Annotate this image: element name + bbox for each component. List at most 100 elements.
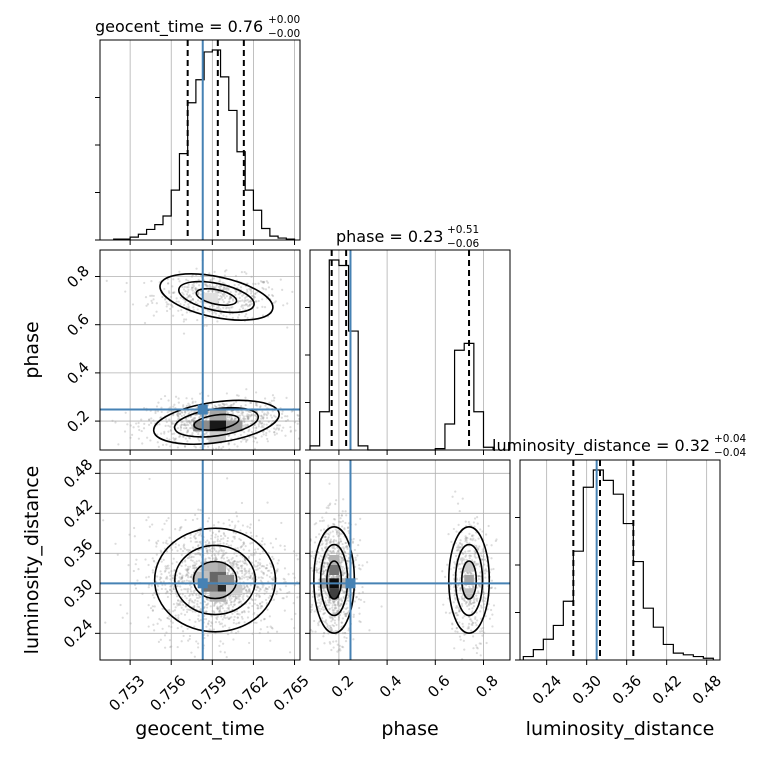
sample-point <box>327 575 330 578</box>
sample-point <box>215 607 219 610</box>
sample-point <box>344 554 347 558</box>
sample-point <box>461 544 464 547</box>
sample-point <box>327 632 330 635</box>
sample-point <box>243 573 246 577</box>
sample-point <box>185 311 188 314</box>
sample-point <box>239 529 242 532</box>
sample-point <box>280 429 283 432</box>
sample-point <box>205 610 208 613</box>
sample-point <box>222 531 225 535</box>
sample-point <box>336 611 339 614</box>
sample-point <box>359 568 362 571</box>
sample-point <box>165 443 168 446</box>
sample-point <box>329 616 332 619</box>
sample-point <box>238 577 242 580</box>
sample-point <box>183 536 186 540</box>
sample-point <box>235 562 238 565</box>
sample-point <box>324 555 327 558</box>
sample-point <box>455 614 458 617</box>
sample-point <box>196 552 200 555</box>
sample-point <box>161 607 164 610</box>
sample-point <box>328 599 331 602</box>
sample-point <box>328 598 331 601</box>
sample-point <box>313 523 316 526</box>
sample-point <box>213 548 216 551</box>
sample-point <box>180 577 184 580</box>
sample-point <box>281 410 284 413</box>
x-tick-label-luminosity-distance: 0.42 <box>649 672 685 708</box>
sample-point <box>210 615 213 618</box>
sample-point <box>325 543 328 546</box>
sample-point <box>236 597 239 600</box>
sample-point <box>179 526 182 529</box>
sample-point <box>342 595 345 599</box>
sample-point <box>212 305 215 308</box>
sample-point <box>189 575 192 579</box>
sample-point <box>233 284 236 287</box>
sample-point <box>273 431 276 434</box>
sample-point <box>204 541 207 544</box>
sample-point <box>175 602 178 605</box>
sample-point <box>464 538 467 541</box>
x-axis-label-geocent-time: geocent_time <box>135 718 264 740</box>
sample-point <box>168 454 170 456</box>
sample-point <box>193 564 197 567</box>
sample-point <box>465 601 468 604</box>
sample-point <box>231 572 235 575</box>
sample-point <box>244 423 247 426</box>
sample-point <box>189 295 193 299</box>
sample-point <box>230 410 233 413</box>
sample-point <box>240 304 244 307</box>
sample-point <box>358 620 361 623</box>
sample-point <box>215 601 218 604</box>
sample-point <box>180 588 183 591</box>
sample-point <box>257 423 260 426</box>
sample-point <box>306 608 308 610</box>
sample-point <box>179 429 182 432</box>
sample-point <box>213 553 216 556</box>
sample-point <box>322 570 325 573</box>
sample-point <box>234 293 237 296</box>
sample-point <box>330 648 333 652</box>
sample-point <box>217 551 220 554</box>
sample-point <box>191 610 194 613</box>
sample-point <box>326 552 329 555</box>
sample-point <box>275 427 279 430</box>
sample-point <box>255 426 258 429</box>
sample-point <box>215 616 218 619</box>
sample-point <box>199 414 203 418</box>
sample-point <box>339 598 342 601</box>
sample-point <box>185 418 188 421</box>
sample-point <box>221 293 225 297</box>
sample-point <box>236 566 240 570</box>
sample-point <box>206 437 209 441</box>
sample-point <box>184 605 187 608</box>
title-luminosity-distance-text: luminosity_distance = 0.32 <box>492 436 710 456</box>
sample-point <box>171 621 174 624</box>
sample-point <box>289 429 293 432</box>
sample-point <box>222 306 225 309</box>
sample-point <box>243 557 246 560</box>
sample-point <box>157 539 160 543</box>
sample-point <box>335 607 338 610</box>
sample-point <box>255 592 259 596</box>
sample-point <box>168 438 171 441</box>
sample-point <box>248 570 251 573</box>
sample-point <box>233 535 236 538</box>
sample-point <box>169 429 172 432</box>
sample-point <box>235 609 239 613</box>
sample-point <box>296 558 299 561</box>
sample-point <box>341 510 344 513</box>
sample-point <box>341 589 344 592</box>
sample-point <box>194 513 197 517</box>
density-cell <box>193 420 210 432</box>
sample-point <box>127 564 130 567</box>
sample-point <box>340 625 343 628</box>
sample-point <box>247 417 250 420</box>
sample-point <box>340 600 344 603</box>
sample-point <box>205 603 208 606</box>
sample-point <box>229 594 232 597</box>
sample-point <box>321 519 324 523</box>
sample-point <box>339 540 343 543</box>
sample-point <box>248 526 252 529</box>
